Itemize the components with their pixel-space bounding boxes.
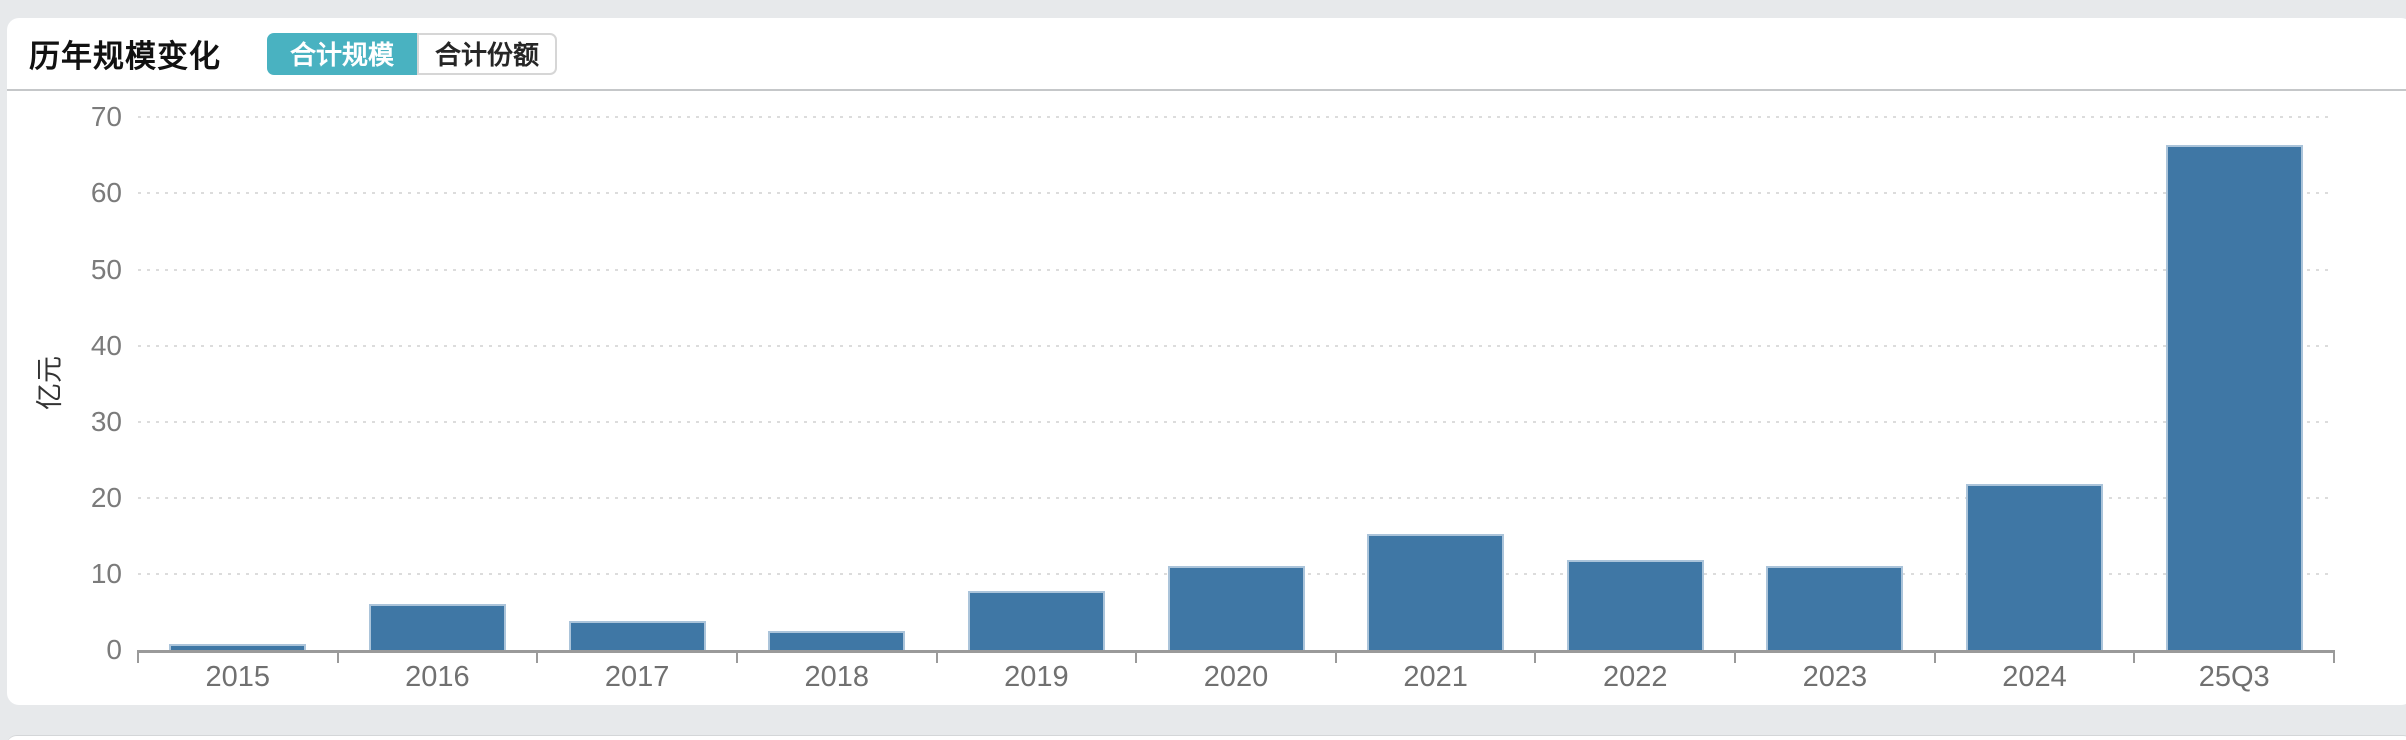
bar-2020[interactable] xyxy=(1167,565,1305,650)
tab-total-share[interactable]: 合计份额 xyxy=(417,32,558,75)
bar-2015[interactable] xyxy=(169,643,307,650)
bar-2016[interactable] xyxy=(368,603,506,650)
bar-2017[interactable] xyxy=(568,621,706,650)
tab-group: 合计规模 合计份额 xyxy=(267,32,558,75)
page-title: 历年规模变化 xyxy=(29,39,221,74)
card-header: 历年规模变化 合计规模 合计份额 xyxy=(7,18,2406,91)
bar-2023[interactable] xyxy=(1766,566,1904,650)
next-card-top-edge xyxy=(7,735,2406,740)
bar-2022[interactable] xyxy=(1566,560,1704,650)
bar-25Q3[interactable] xyxy=(2165,144,2303,650)
bar-2024[interactable] xyxy=(1966,484,2104,650)
bar-2019[interactable] xyxy=(967,590,1105,650)
bar-2021[interactable] xyxy=(1367,534,1505,650)
bar-2018[interactable] xyxy=(768,630,906,650)
tab-total-scale[interactable]: 合计规模 xyxy=(267,32,418,75)
